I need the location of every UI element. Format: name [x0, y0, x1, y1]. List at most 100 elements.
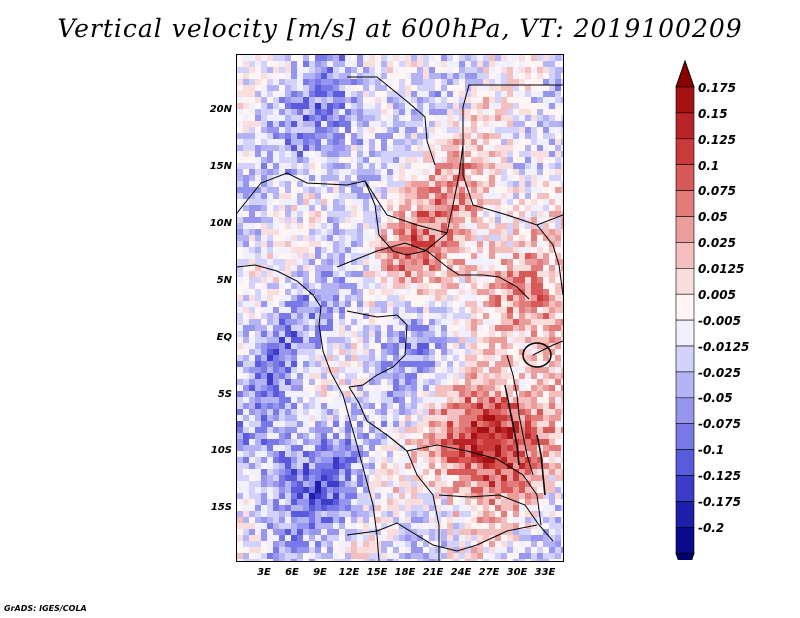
velocity-cell	[351, 553, 357, 559]
velocity-cell	[369, 535, 375, 541]
velocity-cell	[429, 421, 435, 427]
velocity-cell	[405, 139, 411, 145]
velocity-cell	[399, 379, 405, 385]
velocity-cell	[489, 493, 495, 499]
velocity-cell	[561, 415, 563, 421]
velocity-cell	[561, 127, 563, 133]
velocity-cell	[519, 517, 525, 523]
velocity-cell	[351, 127, 357, 133]
velocity-cell	[501, 313, 507, 319]
velocity-cell	[363, 457, 369, 463]
velocity-cell	[507, 199, 513, 205]
velocity-cell	[393, 67, 399, 73]
velocity-cell	[561, 409, 563, 415]
velocity-cell	[273, 199, 279, 205]
velocity-cell	[495, 547, 501, 553]
velocity-cell	[423, 73, 429, 79]
velocity-cell	[369, 85, 375, 91]
velocity-cell	[321, 133, 327, 139]
velocity-cell	[411, 235, 417, 241]
velocity-cell	[507, 133, 513, 139]
velocity-cell	[447, 91, 453, 97]
velocity-cell	[507, 403, 513, 409]
velocity-cell	[297, 409, 303, 415]
velocity-cell	[549, 307, 555, 313]
velocity-cell	[441, 103, 447, 109]
velocity-cell	[393, 385, 399, 391]
velocity-cell	[345, 505, 351, 511]
velocity-cell	[477, 145, 483, 151]
colorbar-label: 0.05	[698, 210, 728, 224]
velocity-cell	[399, 445, 405, 451]
velocity-cell	[465, 409, 471, 415]
velocity-cell	[501, 115, 507, 121]
velocity-cell	[285, 331, 291, 337]
velocity-cell	[309, 73, 315, 79]
velocity-cell	[507, 385, 513, 391]
velocity-cell	[447, 541, 453, 547]
velocity-cell	[333, 139, 339, 145]
velocity-cell	[519, 499, 525, 505]
velocity-cell	[381, 457, 387, 463]
velocity-cell	[375, 109, 381, 115]
velocity-cell	[441, 397, 447, 403]
velocity-cell	[321, 385, 327, 391]
velocity-cell	[453, 289, 459, 295]
velocity-cell	[357, 79, 363, 85]
velocity-cell	[267, 289, 273, 295]
velocity-cell	[405, 445, 411, 451]
velocity-cell	[405, 133, 411, 139]
velocity-cell	[399, 475, 405, 481]
velocity-cell	[429, 517, 435, 523]
velocity-cell	[483, 277, 489, 283]
velocity-cell	[339, 169, 345, 175]
velocity-cell	[333, 85, 339, 91]
velocity-cell	[297, 493, 303, 499]
velocity-cell	[315, 469, 321, 475]
velocity-cell	[489, 409, 495, 415]
velocity-cell	[489, 103, 495, 109]
velocity-cell	[465, 475, 471, 481]
velocity-cell	[477, 175, 483, 181]
velocity-cell	[507, 187, 513, 193]
velocity-cell	[447, 325, 453, 331]
velocity-cell	[471, 247, 477, 253]
velocity-cell	[273, 241, 279, 247]
velocity-cell	[423, 493, 429, 499]
velocity-cell	[387, 163, 393, 169]
velocity-cell	[453, 349, 459, 355]
velocity-cell	[537, 259, 543, 265]
velocity-cell	[255, 295, 261, 301]
velocity-cell	[351, 79, 357, 85]
velocity-cell	[387, 343, 393, 349]
velocity-cell	[255, 217, 261, 223]
velocity-cell	[447, 79, 453, 85]
velocity-cell	[375, 247, 381, 253]
velocity-cell	[261, 481, 267, 487]
velocity-cell	[381, 559, 387, 561]
velocity-cell	[267, 283, 273, 289]
velocity-cell	[513, 241, 519, 247]
velocity-cell	[357, 199, 363, 205]
velocity-cell	[345, 253, 351, 259]
velocity-cell	[495, 397, 501, 403]
velocity-cell	[501, 133, 507, 139]
velocity-cell	[261, 415, 267, 421]
velocity-cell	[255, 163, 261, 169]
velocity-cell	[291, 385, 297, 391]
velocity-cell	[483, 217, 489, 223]
velocity-cell	[297, 415, 303, 421]
velocity-cell	[429, 55, 435, 61]
velocity-cell	[237, 445, 243, 451]
velocity-cell	[327, 97, 333, 103]
velocity-cell	[435, 487, 441, 493]
velocity-cell	[501, 439, 507, 445]
velocity-cell	[495, 139, 501, 145]
velocity-cell	[381, 91, 387, 97]
velocity-cell	[321, 187, 327, 193]
velocity-cell	[429, 301, 435, 307]
velocity-cell	[507, 163, 513, 169]
velocity-cell	[333, 79, 339, 85]
velocity-cell	[369, 67, 375, 73]
velocity-cell	[291, 121, 297, 127]
